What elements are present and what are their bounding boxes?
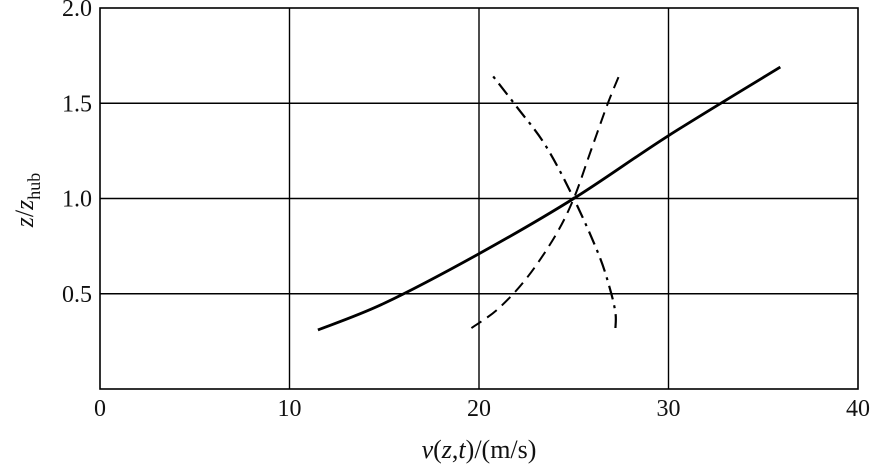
axes — [99, 7, 859, 390]
x-tick-label: 10 — [278, 396, 302, 422]
y-tick-label: 2.0 — [62, 0, 92, 22]
plot-frame — [99, 7, 859, 390]
y-tick-label: 1.5 — [62, 91, 92, 117]
x-tick-label: 0 — [94, 396, 106, 422]
series-line-solid — [317, 65, 782, 332]
x-tick-label: 30 — [657, 396, 681, 422]
grid — [100, 8, 858, 389]
series-layer — [317, 65, 782, 332]
x-axis-label: v(z,t)/(m/s) — [422, 435, 537, 464]
axis-labels: v(z,t)/(m/s) z/zhub — [10, 173, 536, 464]
tick-labels: 0 10 20 30 40 0.5 1.0 1.5 2.0 — [62, 0, 870, 422]
x-tick-label: 40 — [846, 396, 870, 422]
x-tick-label: 20 — [467, 396, 491, 422]
y-tick-label: 0.5 — [62, 282, 92, 308]
series-line-dashdot — [489, 72, 617, 329]
series-line-dashed — [470, 70, 623, 329]
y-axis-label: z/zhub — [10, 173, 44, 228]
y-tick-label: 1.0 — [62, 187, 92, 213]
